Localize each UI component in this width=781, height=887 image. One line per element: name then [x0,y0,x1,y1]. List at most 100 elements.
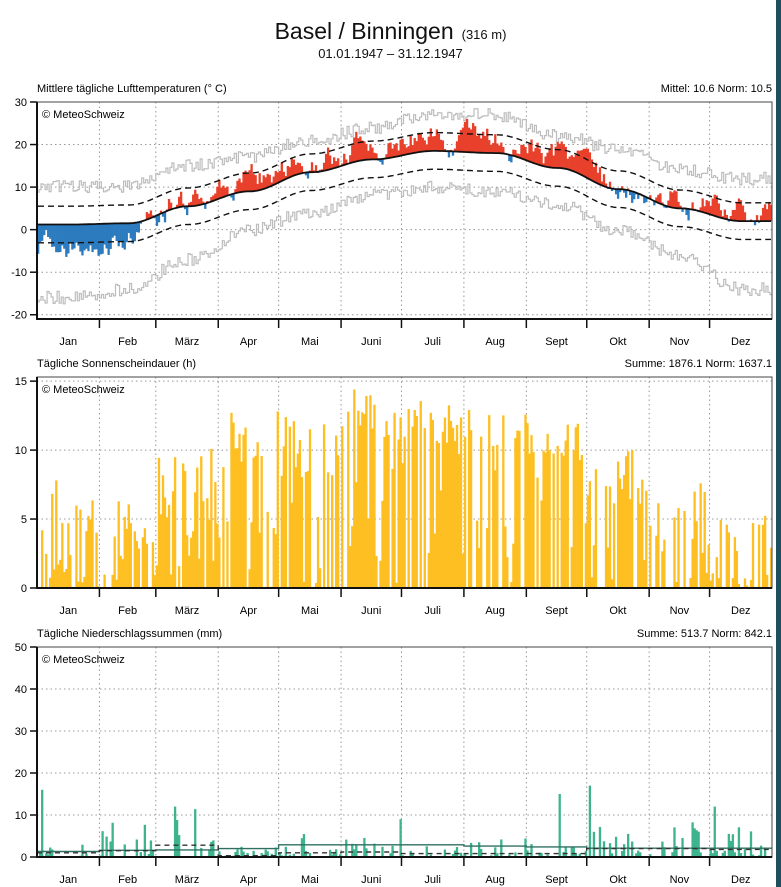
month-label: Apr [240,605,257,617]
temp-bar-cold [508,154,511,162]
month-label: Nov [670,336,690,348]
temp-bar-warm [467,127,471,153]
temp-bar-warm [409,135,412,154]
temp-bar-warm [419,133,422,152]
sunshine-bar [486,527,489,588]
sunshine-bar [580,454,584,588]
station-name: Basel / Binningen [274,18,454,44]
precip-bar [558,794,561,857]
temp-bar-warm [769,204,773,222]
precip-bar [673,827,676,857]
temp-bar-cold [184,206,187,210]
sunshine-bar [218,537,221,588]
temp-bar-cold [95,223,98,250]
precip-bar [41,789,44,857]
sunshine-bar [190,537,193,588]
sunshine-bar [528,453,531,588]
precip-bar [500,839,503,857]
temp-bar-warm [345,159,348,165]
temp-bar-warm [496,143,499,154]
sunshine-bar [157,457,161,588]
precip-bar [759,845,763,857]
sunshine-bar [254,455,257,588]
temp-bar-warm [335,161,338,168]
precip-bar [570,847,573,857]
temp-bar-warm [598,167,602,185]
sunshine-bar [572,450,575,588]
sunshine-bar [296,453,300,588]
temp-bar-warm [333,157,336,169]
precip-bar [339,854,342,857]
temp-bar-warm [177,196,181,208]
precip-bar [620,851,624,857]
month-label: Mai [301,874,319,886]
sunshine-bar [765,575,769,588]
temp-bar-cold [69,224,72,243]
sunshine-bar [423,428,426,588]
sunshine-bar [359,425,362,588]
sunshine-bar [492,445,495,588]
precip-bar [200,847,203,857]
sunshine-bar [727,532,731,588]
precip-bar [469,842,473,857]
temp-bar-warm [433,136,437,151]
precip-bar [733,852,737,857]
sunshine-bar [441,431,445,588]
precip-bar [308,852,312,857]
precip-bar [727,833,731,857]
month-label: Juli [424,605,441,617]
temp-bar-cold [687,208,690,221]
sunshine-bar [437,442,441,588]
sunshine-bar [236,448,239,588]
sunshine-bar [290,502,294,588]
month-label: Okt [609,336,626,348]
temp-bar-warm [594,162,598,183]
temp-bar-warm [733,209,737,221]
temp-bar-warm [737,198,741,222]
sunshine-bar [298,439,302,588]
temp-bar-warm [761,207,765,222]
sunshine-bar [153,575,157,588]
sunshine-bar [59,559,62,588]
temp-bar-warm [425,144,428,152]
sunshine-bar [129,523,132,588]
temp-bar-warm [723,209,726,219]
sunshine-bar [578,460,581,588]
precip-bar [721,852,724,857]
temp-bar-warm [566,158,569,170]
sunshine-bar [151,542,155,588]
sunshine-bar [258,532,261,588]
sunshine-bar [695,521,698,588]
precip-bar [194,809,197,857]
temp-bar-cold [71,224,74,250]
temp-bar-warm [355,131,358,162]
sunshine-bar [322,424,326,588]
precip-bar [763,848,767,857]
precip-bar [574,853,577,857]
precip-bar [246,852,249,857]
temp-bar-cold [47,224,50,237]
sunshine-bar [385,421,388,588]
station-elevation: (316 m) [461,27,507,42]
sunshine-bar [536,477,539,588]
temp-bar-cold [622,189,626,193]
sunshine-bar [693,491,696,588]
temp-bar-warm [296,162,300,175]
sunshine-bar [725,524,728,588]
sunshine-bar [216,523,219,588]
sunshine-bar [594,469,598,588]
y-tick-label: 0 [21,225,27,237]
temp-bar-cold [137,222,140,233]
sunshine-bar [266,511,269,588]
precip-bar [480,848,483,857]
precip-bar [300,838,304,857]
temp-bar-cold [59,224,62,253]
sunshine-bar [375,555,378,588]
sunshine-bar [169,574,173,588]
temp-bar-warm [540,153,543,166]
month-label: Feb [118,336,137,348]
sunshine-bar [45,553,48,588]
sunshine-bar [532,452,535,588]
temp-bar-warm [179,191,183,207]
sunshine-bar [703,491,706,588]
